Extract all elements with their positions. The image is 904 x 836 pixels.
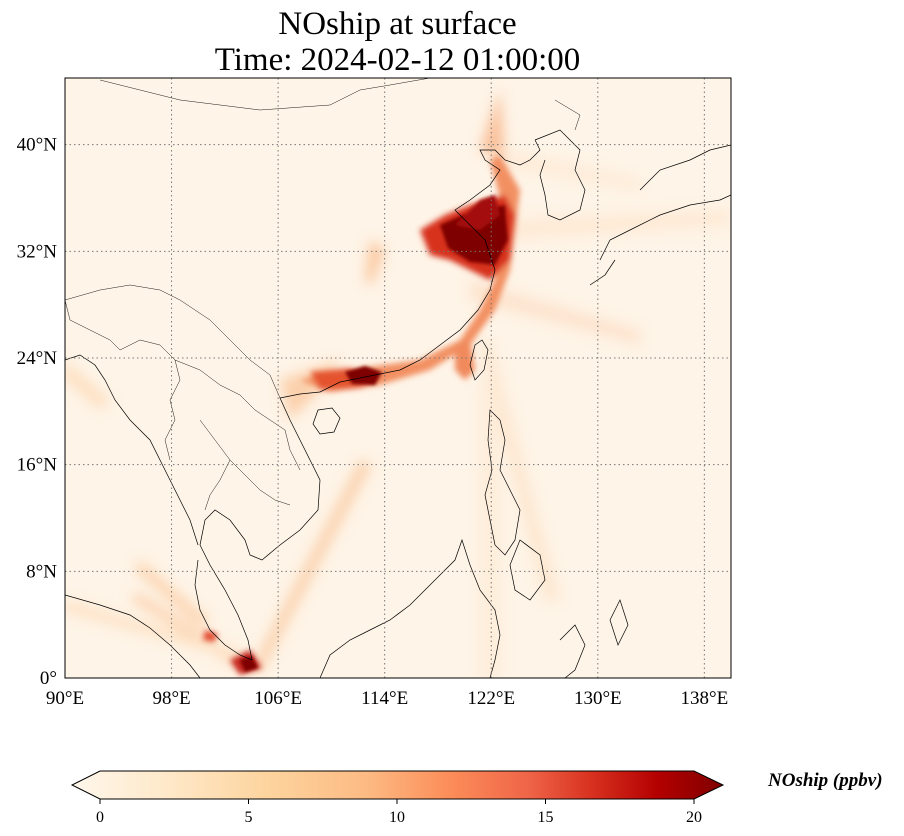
colorbar-tick-label: 5 <box>245 809 253 826</box>
lon-tick-label: 130°E <box>574 688 622 709</box>
colorbar-tick-label: 0 <box>96 809 104 826</box>
lat-tick-label: 8°N <box>26 561 57 582</box>
concentration-field <box>65 78 731 678</box>
gridlines <box>65 78 731 678</box>
colorbar-tick-label: 10 <box>389 809 405 826</box>
lon-tick-label: 122°E <box>467 688 515 709</box>
map-frame <box>64 77 732 679</box>
colorbar-tick-label: 15 <box>538 809 554 826</box>
colorbar: 0 5 10 15 20 <box>70 770 725 826</box>
lat-tick-label: 40°N <box>17 135 58 156</box>
lat-tick-label: 24°N <box>17 348 58 369</box>
longitude-labels: 90°E 98°E 106°E 114°E 122°E 130°E 138°E <box>46 688 728 709</box>
lon-tick-label: 138°E <box>681 688 729 709</box>
lat-tick-label: 16°N <box>17 455 58 476</box>
lat-tick-label: 0° <box>40 668 57 689</box>
latitude-labels: 0° 8°N 16°N 24°N 32°N 40°N <box>17 135 58 689</box>
colorbar-label: NOship (ppbv) <box>768 770 883 791</box>
lat-tick-label: 32°N <box>17 241 58 262</box>
lon-tick-label: 106°E <box>254 688 302 709</box>
coastlines <box>65 129 731 678</box>
colorbar-bar <box>70 770 725 800</box>
map-time-subtitle: Time: 2024-02-12 01:00:00 <box>214 42 581 78</box>
colorbar-tick-label: 20 <box>686 809 702 826</box>
colorbar-ticks: 0 5 10 15 20 <box>96 799 702 826</box>
diffuse-plumes <box>65 90 730 678</box>
lon-tick-label: 114°E <box>361 688 408 709</box>
lon-tick-label: 90°E <box>46 688 84 709</box>
lon-tick-label: 98°E <box>152 688 190 709</box>
country-borders <box>65 78 581 511</box>
map-title: NOship at surface <box>278 6 517 42</box>
